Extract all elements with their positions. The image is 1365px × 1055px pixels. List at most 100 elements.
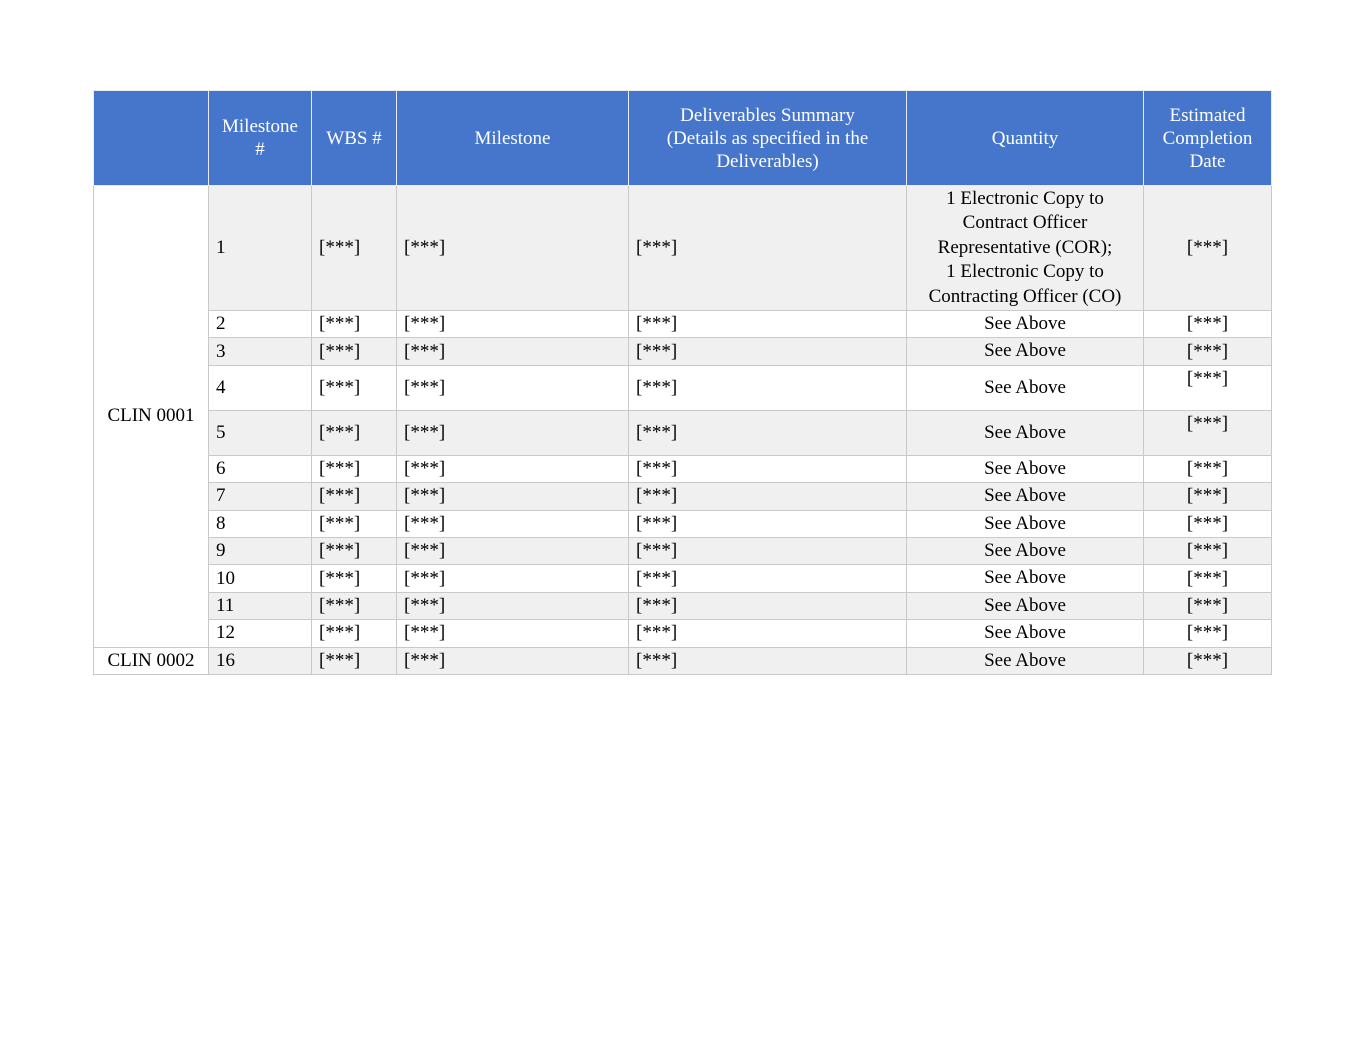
table-row: 12 [***] [***] [***] See Above [***] [93, 619, 1272, 648]
milestone-number-cell: 6 [208, 454, 312, 484]
deliverables-cell: [***] [628, 591, 907, 621]
wbs-cell: [***] [311, 454, 397, 484]
table-row: CLIN 0002 16 [***] [***] [***] See Above… [93, 646, 1272, 676]
milestone-number-cell: 12 [208, 619, 312, 648]
completion-date-cell: [***] [1143, 537, 1272, 566]
milestone-cell: [***] [396, 184, 629, 312]
clin-0001-cell: CLIN 0001 [93, 185, 209, 648]
milestone-cell: [***] [396, 454, 629, 484]
milestone-cell: [***] [396, 409, 629, 456]
milestone-cell: [***] [396, 619, 629, 648]
wbs-cell: [***] [311, 184, 397, 312]
header-quantity: Quantity [906, 90, 1144, 186]
deliverables-cell: [***] [628, 619, 907, 648]
table-row: 5 [***] [***] [***] See Above [***] [93, 409, 1272, 456]
table-row: 11 [***] [***] [***] See Above [***] [93, 591, 1272, 621]
wbs-cell: [***] [311, 591, 397, 621]
deliverables-cell: [***] [628, 184, 907, 312]
wbs-cell: [***] [311, 619, 397, 648]
wbs-cell: [***] [311, 564, 397, 593]
milestone-number-cell: 16 [208, 646, 312, 676]
milestone-cell: [***] [396, 509, 629, 539]
quantity-cell: See Above [906, 482, 1144, 511]
milestone-number-cell: 3 [208, 337, 312, 366]
completion-date-cell: [***] [1143, 310, 1272, 339]
milestone-number-cell: 9 [208, 537, 312, 566]
table-row: CLIN 0001 1 [***] [***] [***] 1 Electron… [93, 184, 1272, 648]
quantity-cell: See Above [906, 364, 1144, 411]
milestone-number-cell: 2 [208, 310, 312, 339]
wbs-cell: [***] [311, 482, 397, 511]
milestone-number-cell: 8 [208, 509, 312, 539]
completion-date-cell: [***] [1143, 619, 1272, 648]
deliverables-cell: [***] [628, 454, 907, 484]
deliverables-cell: [***] [628, 509, 907, 539]
quantity-cell: See Above [906, 646, 1144, 676]
milestone-cell: [***] [396, 537, 629, 566]
deliverables-cell: [***] [628, 337, 907, 366]
milestone-number-cell: 4 [208, 364, 312, 411]
header-milestone-number: Milestone # [208, 90, 312, 186]
table-row: 9 [***] [***] [***] See Above [***] [93, 537, 1272, 566]
completion-date-cell: [***] [1143, 509, 1272, 539]
milestones-table: Milestone # WBS # Milestone Deliverables… [93, 90, 1272, 676]
quantity-cell: See Above [906, 591, 1144, 621]
wbs-cell: [***] [311, 310, 397, 339]
completion-date-cell: [***] [1143, 364, 1272, 411]
header-clin [93, 90, 209, 186]
deliverables-cell: [***] [628, 409, 907, 456]
milestone-number-cell: 7 [208, 482, 312, 511]
deliverables-cell: [***] [628, 564, 907, 593]
milestone-cell: [***] [396, 482, 629, 511]
completion-date-cell: [***] [1143, 454, 1272, 484]
completion-date-cell: [***] [1143, 409, 1272, 456]
milestone-number-cell: 11 [208, 591, 312, 621]
milestone-cell: [***] [396, 564, 629, 593]
milestone-cell: [***] [396, 337, 629, 366]
completion-date-cell: [***] [1143, 337, 1272, 366]
wbs-cell: [***] [311, 337, 397, 366]
table-row: 2 [***] [***] [***] See Above [***] [93, 310, 1272, 339]
milestone-cell: [***] [396, 364, 629, 411]
completion-date-cell: [***] [1143, 591, 1272, 621]
quantity-cell: 1 Electronic Copy to Contract Officer Re… [906, 184, 1144, 312]
completion-date-cell: [***] [1143, 184, 1272, 312]
table-row: 6 [***] [***] [***] See Above [***] [93, 454, 1272, 484]
table-row: 4 [***] [***] [***] See Above [***] [93, 364, 1272, 411]
completion-date-cell: [***] [1143, 482, 1272, 511]
milestone-number-cell: 1 [208, 184, 312, 312]
table-header-row: Milestone # WBS # Milestone Deliverables… [93, 90, 1272, 186]
wbs-cell: [***] [311, 509, 397, 539]
quantity-cell: See Above [906, 454, 1144, 484]
header-estimated-completion-date: Estimated Completion Date [1143, 90, 1272, 186]
quantity-cell: See Above [906, 409, 1144, 456]
clin-0002-cell: CLIN 0002 [93, 646, 209, 676]
quantity-cell: See Above [906, 619, 1144, 648]
deliverables-cell: [***] [628, 482, 907, 511]
completion-date-cell: [***] [1143, 564, 1272, 593]
deliverables-cell: [***] [628, 537, 907, 566]
deliverables-cell: [***] [628, 310, 907, 339]
quantity-cell: See Above [906, 310, 1144, 339]
milestone-cell: [***] [396, 591, 629, 621]
quantity-cell: See Above [906, 509, 1144, 539]
milestone-number-cell: 5 [208, 409, 312, 456]
table-row: 8 [***] [***] [***] See Above [***] [93, 509, 1272, 539]
table-row: 3 [***] [***] [***] See Above [***] [93, 337, 1272, 366]
table-row: 7 [***] [***] [***] See Above [***] [93, 482, 1272, 511]
header-milestone: Milestone [396, 90, 629, 186]
completion-date-cell: [***] [1143, 646, 1272, 676]
deliverables-cell: [***] [628, 646, 907, 676]
wbs-cell: [***] [311, 409, 397, 456]
deliverables-cell: [***] [628, 364, 907, 411]
quantity-cell: See Above [906, 537, 1144, 566]
wbs-cell: [***] [311, 646, 397, 676]
quantity-cell: See Above [906, 337, 1144, 366]
table-row: 10 [***] [***] [***] See Above [***] [93, 564, 1272, 593]
wbs-cell: [***] [311, 364, 397, 411]
header-wbs: WBS # [311, 90, 397, 186]
header-deliverables-summary: Deliverables Summary (Details as specifi… [628, 90, 907, 186]
quantity-cell: See Above [906, 564, 1144, 593]
wbs-cell: [***] [311, 537, 397, 566]
